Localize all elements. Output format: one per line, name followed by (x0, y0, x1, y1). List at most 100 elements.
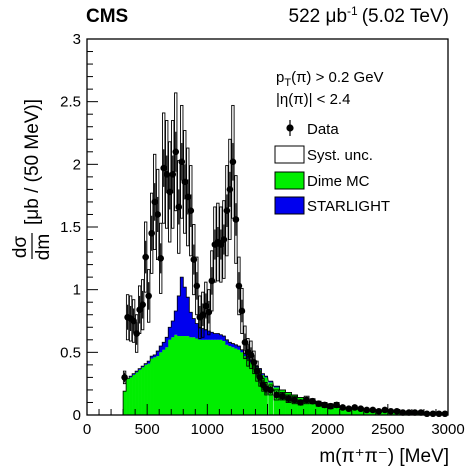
x-tick-label: 1500 (251, 421, 284, 438)
data-point (241, 339, 249, 346)
data-point (238, 307, 246, 315)
data-point (223, 207, 231, 215)
y-tick-label: 1 (73, 282, 81, 299)
data-point (267, 386, 274, 394)
dime-bar (153, 357, 157, 415)
dime-bar (219, 339, 223, 415)
x-tick-label: 3000 (431, 421, 464, 438)
starlight-bar (234, 344, 238, 349)
dime-bar (123, 391, 127, 415)
data-point (247, 351, 255, 359)
starlight-bar (231, 343, 235, 348)
dime-bar (150, 358, 154, 415)
data-point (235, 282, 243, 290)
data-point (148, 229, 155, 237)
dime-bar (321, 403, 328, 415)
starlight-bar (168, 327, 172, 340)
data-point (175, 203, 183, 211)
starlight-bar (213, 333, 217, 340)
data-point (232, 216, 240, 223)
dime-bar (225, 344, 229, 415)
data-point (369, 406, 377, 414)
y-tick-label: 2.5 (60, 94, 81, 111)
dime-bar (168, 339, 172, 415)
x-tick-label: 500 (135, 421, 160, 438)
data-point (133, 330, 140, 337)
data-point (178, 158, 186, 166)
dime-bar (222, 341, 226, 415)
legend-dime-label: Dime MC (307, 173, 370, 190)
starlight-bar (204, 329, 208, 340)
legend-starlight-label: STARLIGHT (307, 198, 390, 215)
dime-bar (258, 369, 262, 415)
starlight-bar (147, 361, 151, 364)
data-point (435, 410, 443, 418)
data-point (423, 410, 431, 418)
data-point (339, 404, 347, 411)
data-point (333, 401, 340, 409)
data-point (273, 391, 280, 399)
data-point (405, 409, 413, 416)
dime-bar (207, 339, 211, 415)
data-point (441, 410, 449, 418)
legend-starlight-swatch (274, 196, 305, 215)
dime-bar (351, 408, 359, 415)
data-point (417, 409, 425, 416)
data-point (163, 171, 171, 178)
legend: Data Syst. unc. Dime MC STARLIGHT (274, 120, 390, 215)
dime-bar (231, 347, 235, 415)
dime-bar (216, 339, 220, 415)
starlight-bar (177, 295, 181, 337)
starlight-bar (141, 366, 145, 368)
dime-bar (171, 337, 175, 415)
legend-syst-label: Syst. unc. (307, 147, 373, 164)
x-tick-label: 2500 (371, 421, 404, 438)
data-point (429, 410, 437, 418)
y-axis-fraction-numerator: dσ (10, 236, 31, 259)
dime-bar (189, 337, 193, 415)
dime-bar (147, 363, 151, 415)
starlight-bar (219, 334, 223, 340)
data-point (157, 255, 165, 262)
data-point (190, 256, 198, 263)
dime-bar (132, 374, 136, 415)
data-point (256, 374, 264, 381)
dime-bar (165, 347, 169, 415)
x-tick-label: 1000 (191, 421, 224, 438)
stacked-histogram (122, 276, 449, 415)
starlight-bar (240, 349, 244, 353)
data-point (327, 402, 334, 410)
data-point (208, 277, 216, 285)
data-point (291, 396, 298, 404)
data-point (205, 308, 213, 316)
data-point (199, 311, 207, 319)
dime-bar (138, 369, 142, 415)
data-point (315, 400, 322, 408)
data-point (285, 395, 292, 403)
starlight-bar (129, 376, 133, 378)
starlight-bar (210, 332, 214, 340)
dime-bar (255, 367, 259, 415)
data-point (217, 241, 225, 248)
starlight-bar (264, 376, 268, 378)
legend-dime-swatch (274, 171, 305, 190)
data-point (387, 407, 395, 415)
starlight-bar (195, 323, 199, 339)
starlight-bar (153, 354, 157, 358)
starlight-bar (159, 346, 163, 353)
data-point (160, 164, 168, 172)
dime-bar (268, 382, 274, 415)
data-point (202, 302, 210, 310)
data-point (393, 407, 401, 415)
starlight-bar (138, 368, 142, 370)
dime-bar (201, 339, 205, 415)
starlight-bar (171, 321, 175, 338)
dime-bar (213, 339, 217, 415)
data-point (309, 397, 316, 405)
experiment-label: CMS (86, 6, 128, 27)
data-point (142, 253, 149, 261)
dime-bar (162, 349, 166, 415)
dime-bar (174, 334, 178, 415)
starlight-bar (261, 373, 265, 375)
